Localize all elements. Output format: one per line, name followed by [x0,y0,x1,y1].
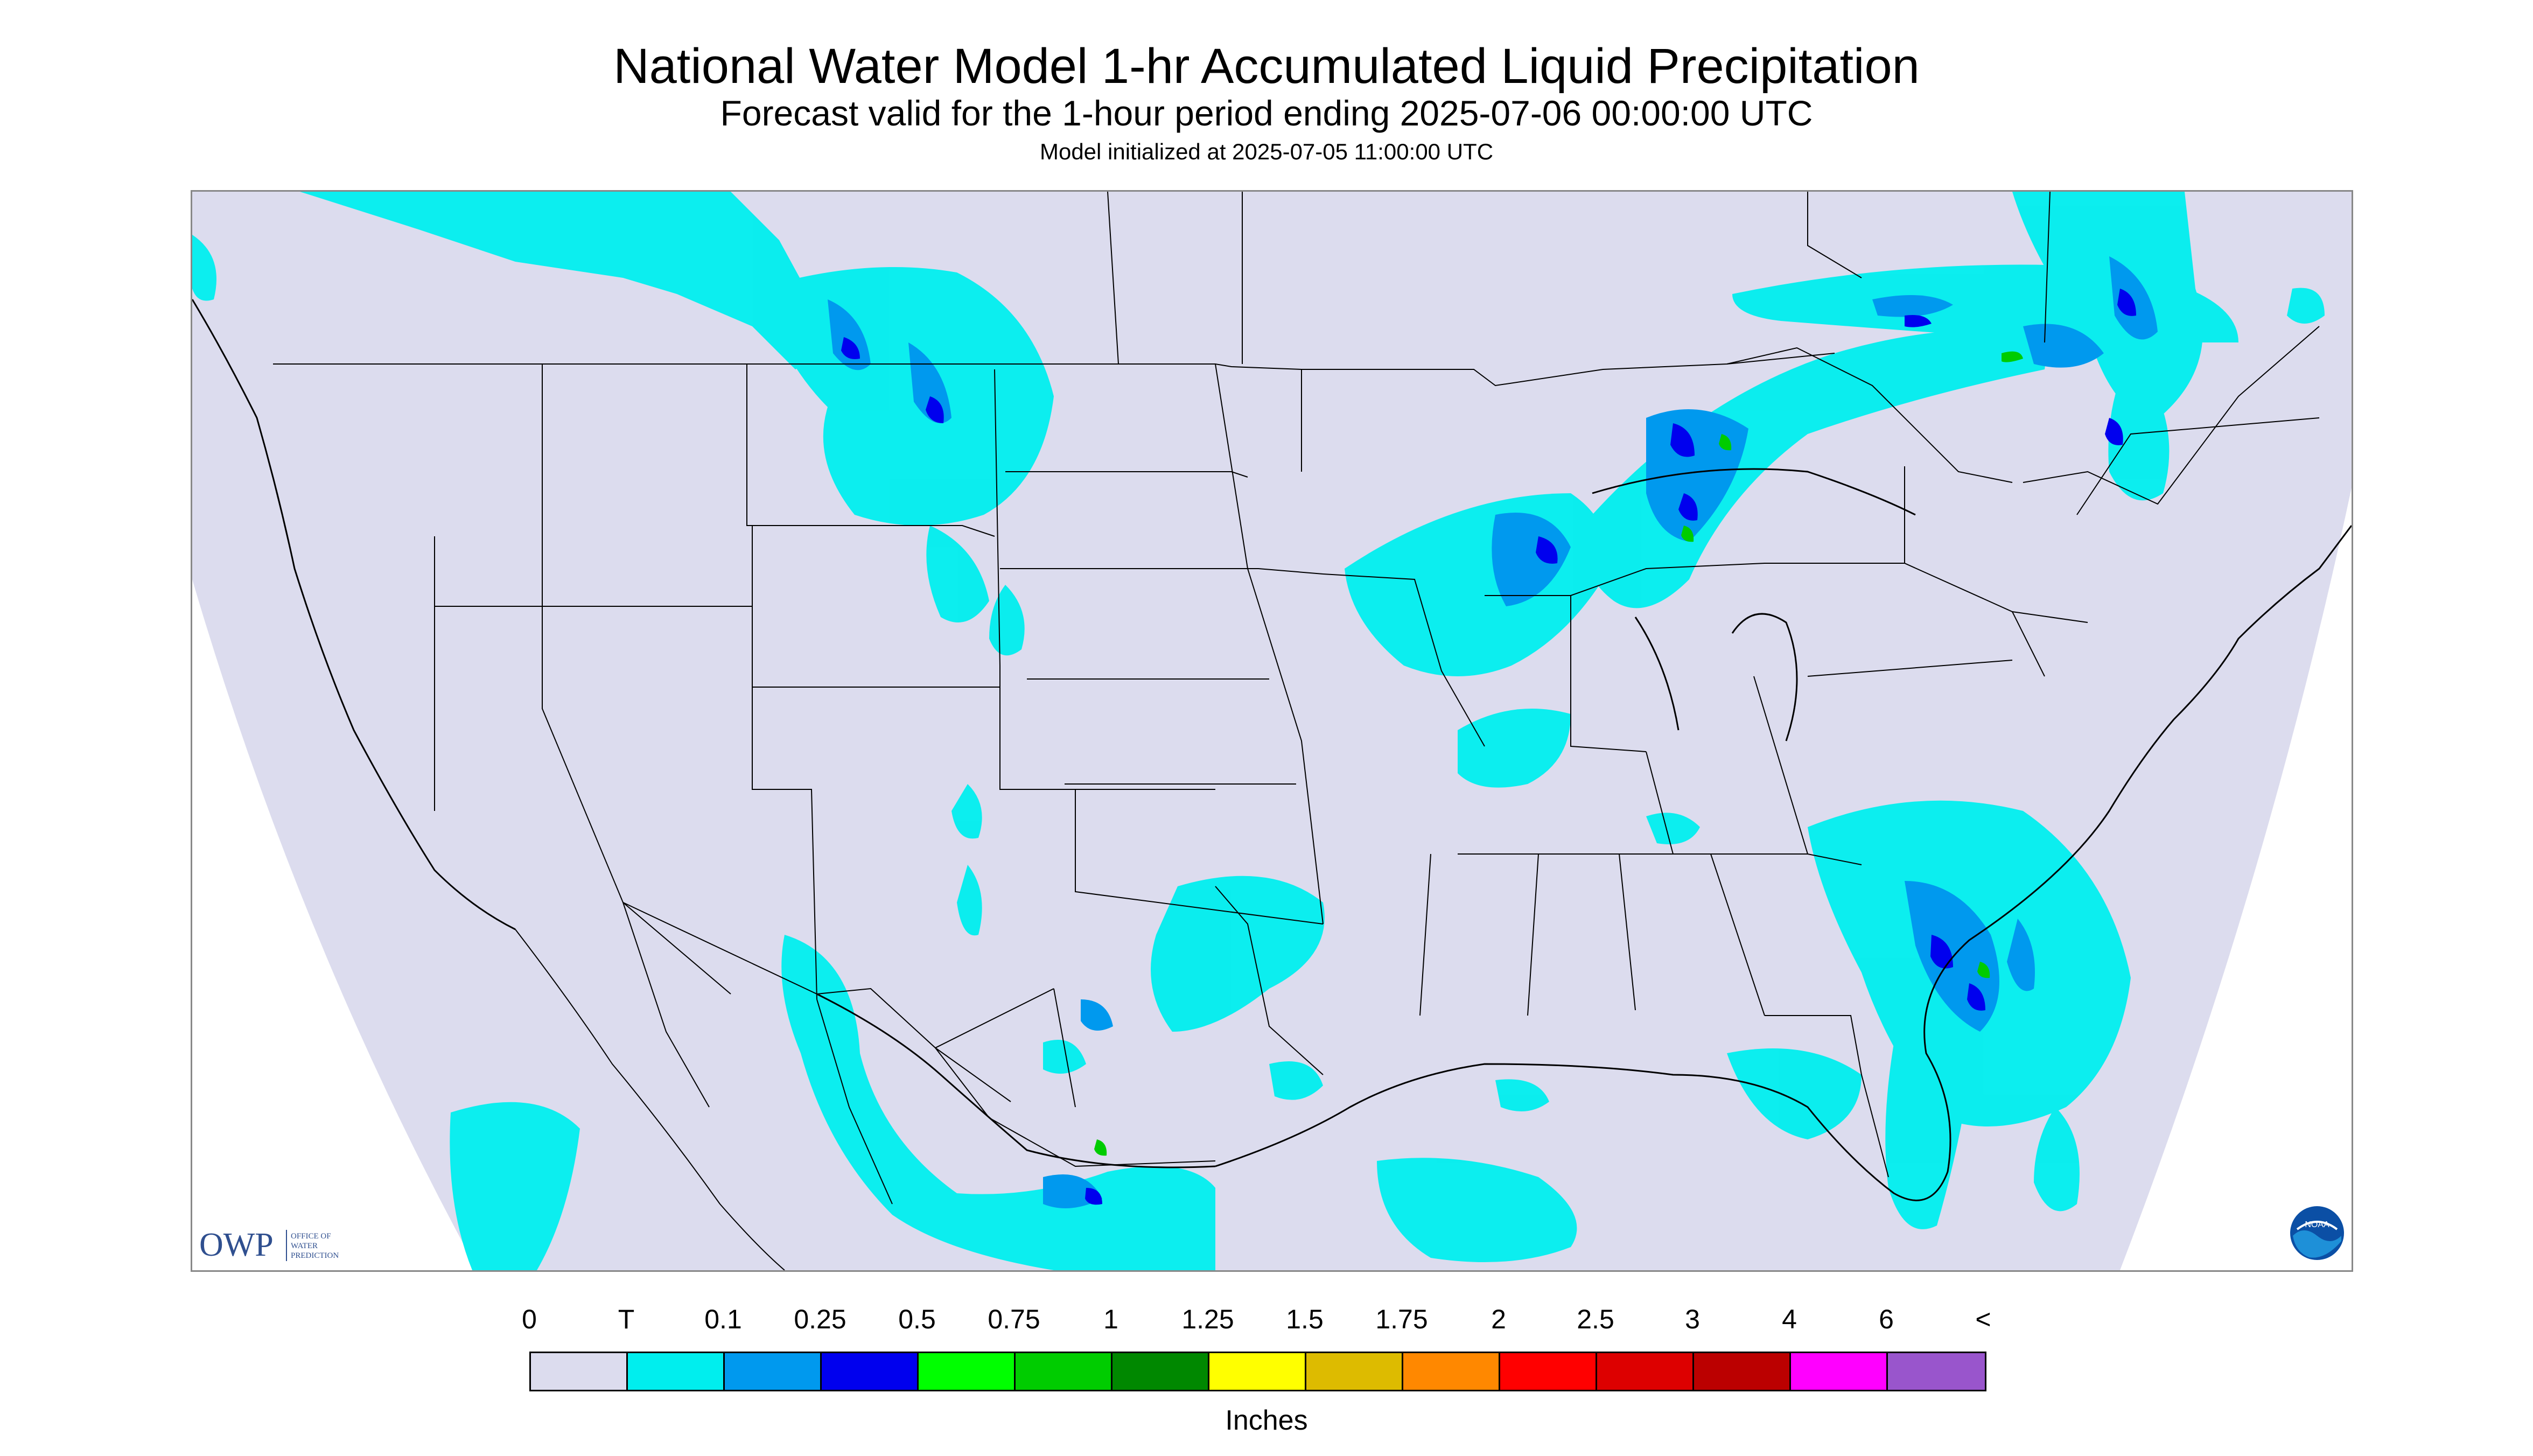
legend-label: 1.75 [1375,1304,1428,1334]
legend-swatch [919,1353,1016,1390]
precip-heavy-areas [1094,351,2023,1156]
mexico-boundaries [515,902,1076,1270]
legend-label: 0.25 [794,1304,846,1334]
legend-label: 0.5 [898,1304,936,1334]
legend-label: 6 [1879,1304,1894,1334]
map-canvas [192,192,2352,1270]
precip-moderate-areas [841,289,2136,1205]
model-init-subtitle: Model initialized at 2025-07-05 11:00:00… [1039,139,1494,164]
legend-label: 1.25 [1181,1304,1234,1334]
noaa-logo: NOAA [2290,1206,2344,1260]
legend-label: T [618,1304,635,1334]
noaa-logo-text: NOAA [2305,1220,2329,1229]
legend-swatch [1306,1353,1403,1390]
legend-colorbar [529,1352,1986,1391]
legend-swatch [628,1353,725,1390]
boundary-lines [273,192,2320,1178]
legend-swatch [1403,1353,1500,1390]
legend-swatch [1112,1353,1209,1390]
map-title: National Water Model 1-hr Accumulated Li… [613,39,1920,94]
legend-label: 0.1 [704,1304,742,1334]
legend-label: 4 [1782,1304,1797,1334]
legend-swatch [1209,1353,1306,1390]
owp-logo-line3: PREDICTION [291,1251,339,1260]
legend-label: 0 [522,1304,537,1334]
domain-area [192,192,2352,1270]
legend-units: Inches [1225,1405,1308,1436]
legend-label: 1 [1103,1304,1118,1334]
legend-swatch [1888,1353,1985,1390]
owp-logo-line2: WATER [291,1242,318,1250]
legend-swatch [1500,1353,1597,1390]
legend-label: 1.5 [1286,1304,1324,1334]
legend-swatch [1694,1353,1791,1390]
coastline [192,299,2352,1201]
legend-label: 2 [1491,1304,1506,1334]
legend-swatch [1016,1353,1112,1390]
legend-swatch [531,1353,628,1390]
forecast-valid-subtitle: Forecast valid for the 1-hour period end… [720,93,1813,133]
legend-label: 2.5 [1577,1304,1614,1334]
legend-label: < [1975,1304,1991,1334]
legend-swatch [1597,1353,1694,1390]
owp-logo: OWP OFFICE OF WATER PREDICTION [199,1227,339,1263]
legend-swatch [725,1353,822,1390]
owp-logo-letters: OWP [199,1227,274,1263]
owp-logo-line1: OFFICE OF [291,1232,331,1241]
legend-labels: 0 T 0.1 0.25 0.5 0.75 1 1.25 1.5 1.75 2 2.5 3 4 6 < [0,1303,2533,1341]
legend-label: 0.75 [988,1304,1040,1334]
legend-label: 3 [1685,1304,1700,1334]
legend-swatch [1791,1353,1888,1390]
legend-swatch [822,1353,919,1390]
precipitation-map [191,190,2353,1272]
